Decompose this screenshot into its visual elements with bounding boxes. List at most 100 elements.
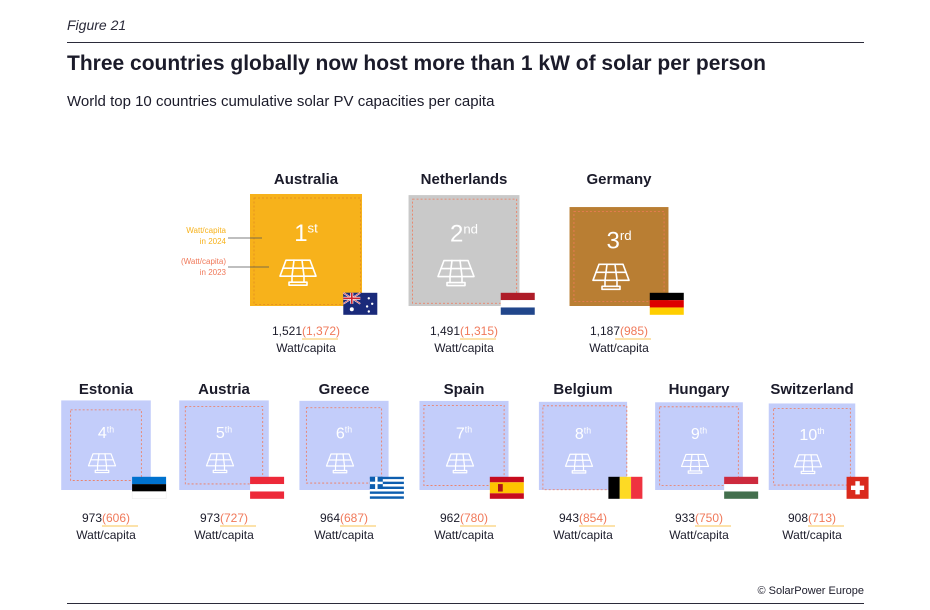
- country-name: Greece: [319, 381, 370, 398]
- top-divider: [67, 42, 864, 43]
- unit-label: Watt/capita: [76, 528, 136, 542]
- country-greece: Greece 6th 964(687) Watt/capita: [299, 381, 404, 542]
- unit-label: Watt/capita: [276, 341, 336, 355]
- country-austria: Austria 5th 973(727) Watt/capita: [179, 381, 285, 542]
- value-label: 1,491(1,315): [430, 324, 498, 338]
- rank-label: 5th: [216, 424, 232, 442]
- unit-label: Watt/capita: [434, 341, 494, 355]
- rank-label: 2nd: [450, 221, 478, 248]
- bottom-divider: [67, 603, 864, 604]
- unit-label: Watt/capita: [314, 528, 374, 542]
- solar-panel-icon: [205, 453, 235, 474]
- solar-panel-icon: [87, 453, 117, 474]
- capacity-2024-square: [179, 400, 269, 490]
- solar-panel-icon: [279, 259, 317, 286]
- capacity-2023-square: [70, 409, 142, 481]
- solar-panel-icon: [793, 454, 823, 475]
- capacity-2023-square: [412, 198, 518, 304]
- country-name: Switzerland: [770, 381, 853, 398]
- source-credit: © SolarPower Europe: [757, 585, 864, 597]
- capacity-2024-square: [569, 207, 669, 306]
- solar-panel-icon: [437, 259, 475, 287]
- country-australia: Australia 1st 1,521(1,372) Watt/capita: [250, 171, 378, 355]
- greece-flag: [369, 476, 404, 499]
- legend-previous-line-1: (Watt/capita): [181, 257, 226, 266]
- value-label: 962(780): [440, 511, 488, 525]
- capacity-2024-square: [419, 400, 509, 490]
- legend-current-line-2: in 2024: [200, 237, 227, 246]
- australia-flag: [342, 292, 378, 315]
- chart-legend: Watt/capita in 2024 (Watt/capita) in 2023: [181, 226, 269, 277]
- unit-label: Watt/capita: [434, 528, 494, 542]
- capacity-2023-square: [253, 197, 361, 305]
- capacity-2024-square: [299, 400, 389, 490]
- country-name: Estonia: [79, 381, 134, 398]
- country-name: Germany: [586, 171, 652, 188]
- capacity-2024-square: [538, 401, 628, 490]
- solar-panel-icon: [680, 453, 710, 474]
- capacity-2024-square: [655, 402, 743, 490]
- rank-label: 1st: [294, 220, 318, 247]
- switzerland-flag: [846, 476, 869, 499]
- capacity-2023-square: [184, 406, 264, 485]
- value-label: 1,187(985): [590, 324, 648, 338]
- country-germany: Germany 3rd 1,187(985) Watt/capita: [569, 171, 684, 355]
- austria-flag: [250, 476, 285, 499]
- capacity-2023-square: [773, 407, 851, 486]
- solar-panel-icon: [564, 453, 594, 474]
- country-name: Belgium: [553, 381, 612, 398]
- capacity-2023-square: [659, 406, 739, 486]
- legend-current-line-1: Watt/capita: [186, 226, 226, 235]
- value-label: 943(854): [559, 511, 607, 525]
- rank-label: 7th: [456, 425, 472, 443]
- value-label: 1,521(1,372): [272, 324, 340, 338]
- solar-panel-icon: [445, 453, 475, 474]
- capacity-2024-square: [61, 400, 151, 490]
- rank-label: 10th: [799, 426, 824, 444]
- capacity-2023-square: [542, 405, 628, 491]
- unit-label: Watt/capita: [589, 341, 649, 355]
- country-name: Austria: [198, 381, 250, 398]
- figure-label: Figure 21: [67, 17, 127, 33]
- country-switzerland: Switzerland 10th 908(713) Watt/capita: [768, 381, 869, 542]
- value-label: 973(727): [200, 511, 248, 525]
- unit-label: Watt/capita: [194, 528, 254, 542]
- netherlands-flag: [500, 292, 535, 315]
- estonia-flag: [131, 476, 167, 499]
- unit-label: Watt/capita: [553, 528, 613, 542]
- hungary-flag: [724, 476, 759, 499]
- rank-label: 9th: [691, 426, 707, 444]
- legend-previous-line-2: in 2023: [200, 268, 227, 277]
- rank-label: 6th: [336, 425, 352, 443]
- country-name: Spain: [444, 381, 485, 398]
- capacity-2024-square: [408, 195, 520, 306]
- spain-flag: [489, 476, 524, 499]
- capacity-2024-square: [768, 403, 856, 490]
- country-netherlands: Netherlands 2nd 1,491(1,315) Watt/capita: [408, 171, 535, 355]
- unit-label: Watt/capita: [782, 528, 842, 542]
- country-name: Australia: [274, 171, 339, 188]
- capacity-2023-square: [573, 211, 665, 302]
- value-label: 964(687): [320, 511, 368, 525]
- chart-subtitle: World top 10 countries cumulative solar …: [67, 93, 495, 110]
- capacity-2023-square: [423, 404, 505, 486]
- country-hungary: Hungary 9th 933(750) Watt/capita: [655, 381, 759, 542]
- chart-title: Three countries globally now host more t…: [67, 52, 766, 75]
- germany-flag: [649, 292, 684, 315]
- solar-panel-icon: [325, 453, 355, 474]
- capacity-2024-square: [250, 194, 362, 306]
- rank-label: 4th: [98, 424, 114, 442]
- value-label: 908(713): [788, 511, 836, 525]
- country-spain: Spain 7th 962(780) Watt/capita: [419, 381, 524, 542]
- rank-label: 3rd: [606, 228, 631, 255]
- rank-label: 8th: [575, 425, 591, 443]
- value-label: 973(606): [82, 511, 130, 525]
- value-label: 933(750): [675, 511, 723, 525]
- country-belgium: Belgium 8th 943(854) Watt/capita: [538, 381, 643, 542]
- capacity-2023-square: [305, 407, 383, 484]
- belgium-flag: [608, 476, 643, 499]
- solar-panel-icon: [592, 263, 630, 291]
- country-name: Netherlands: [421, 171, 508, 188]
- unit-label: Watt/capita: [669, 528, 729, 542]
